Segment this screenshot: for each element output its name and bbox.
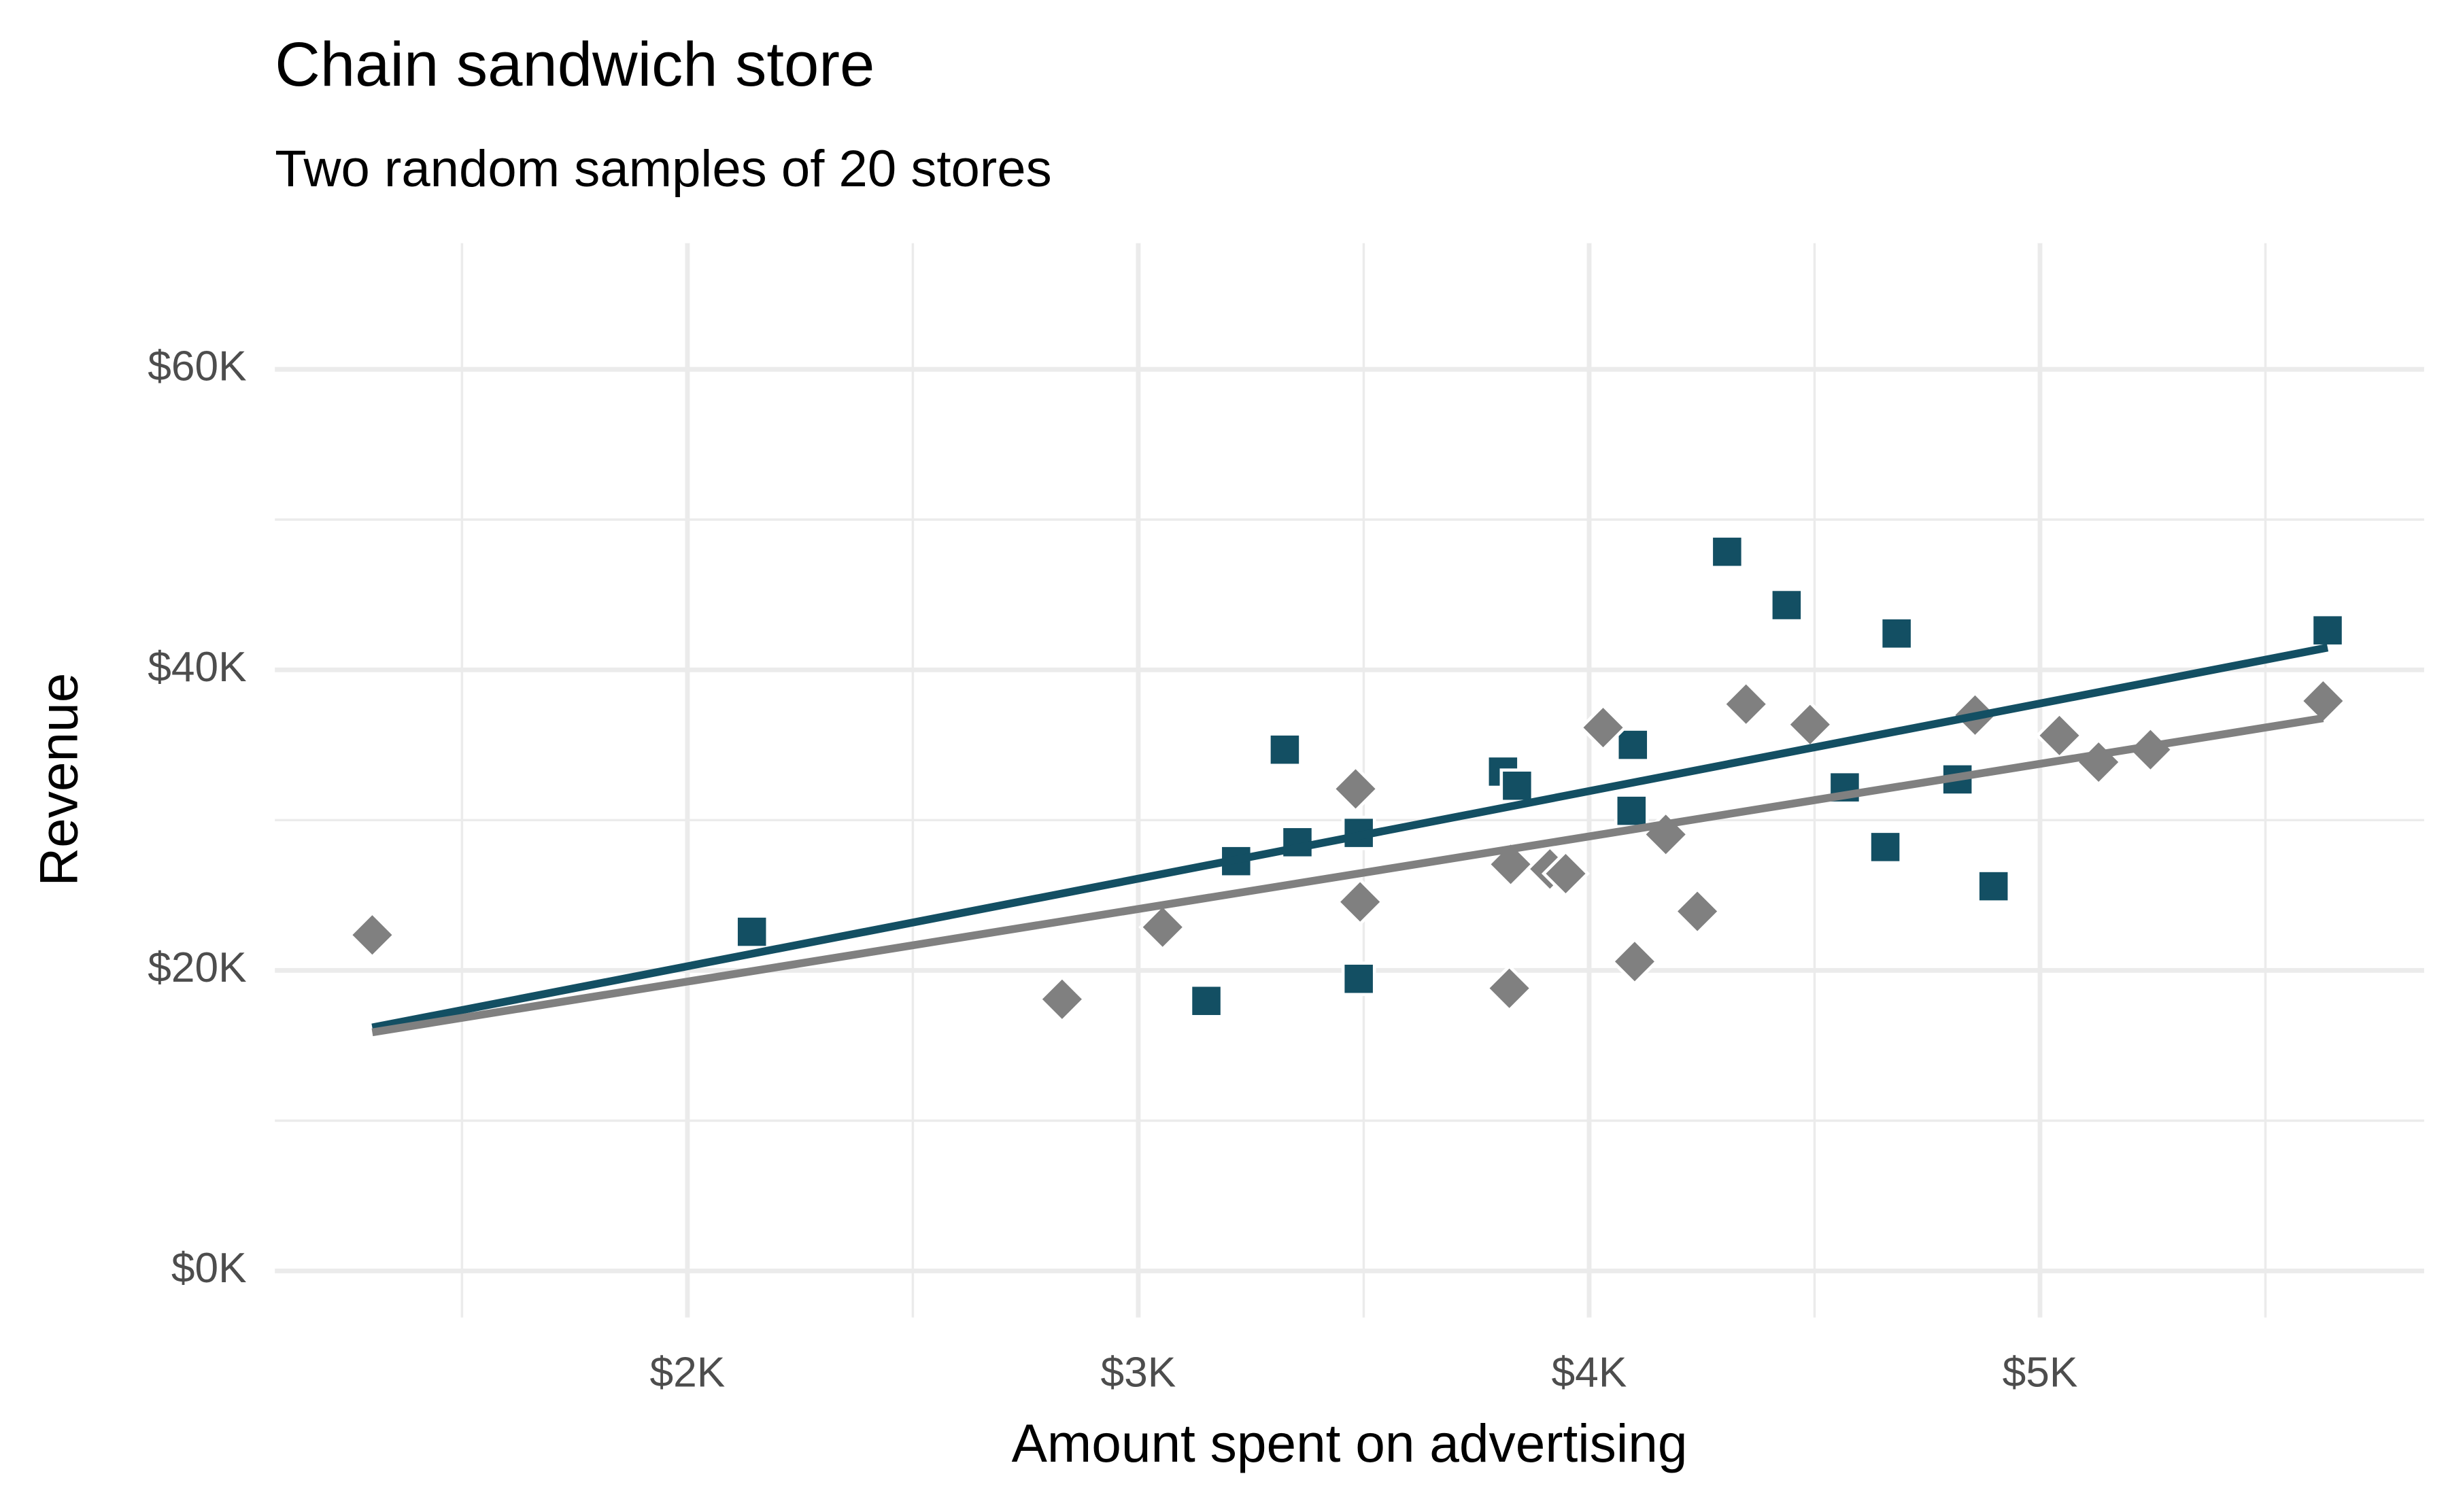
x-axis-title: Amount spent on advertising [1012, 1413, 1688, 1473]
y-tick-label: $20K [148, 944, 246, 991]
point [1189, 983, 1224, 1018]
point [347, 910, 397, 959]
point [2035, 711, 2084, 760]
y-tick-label: $60K [148, 343, 246, 390]
point [1341, 961, 1376, 997]
point [1541, 849, 1591, 898]
fit-line [371, 714, 2324, 1037]
chart-title: Chain sandwich store [275, 29, 874, 99]
point [1499, 768, 1535, 804]
point [1769, 587, 1804, 623]
y-axis-title: Revenue [29, 673, 88, 887]
point [1578, 703, 1628, 752]
fit-line [371, 643, 2329, 1032]
x-tick-label: $5K [2003, 1350, 2078, 1396]
x-tick-label: $2K [649, 1350, 725, 1396]
chart-subtitle: Two random samples of 20 stores [275, 140, 1051, 198]
point [1786, 700, 1835, 749]
point [1138, 903, 1187, 952]
point [1710, 534, 1745, 569]
point [1331, 764, 1380, 813]
point [1268, 732, 1302, 768]
point [2298, 676, 2347, 725]
point [1976, 869, 2011, 904]
point [1615, 727, 1650, 762]
point [1868, 829, 1903, 865]
point [1722, 680, 1771, 729]
point [734, 914, 770, 949]
x-tick-label: $3K [1101, 1350, 1176, 1396]
y-tick-label: $40K [148, 644, 246, 691]
x-tick-label: $4K [1552, 1350, 1627, 1396]
point [1614, 793, 1649, 829]
point [1336, 878, 1384, 927]
point [1485, 964, 1534, 1013]
point [1038, 975, 1087, 1024]
point [1879, 616, 1914, 651]
point [1673, 887, 1722, 936]
point [2074, 738, 2123, 787]
point [1610, 937, 1659, 986]
y-tick-label: $0K [171, 1245, 247, 1292]
point [1827, 770, 1863, 805]
point [2310, 613, 2345, 648]
